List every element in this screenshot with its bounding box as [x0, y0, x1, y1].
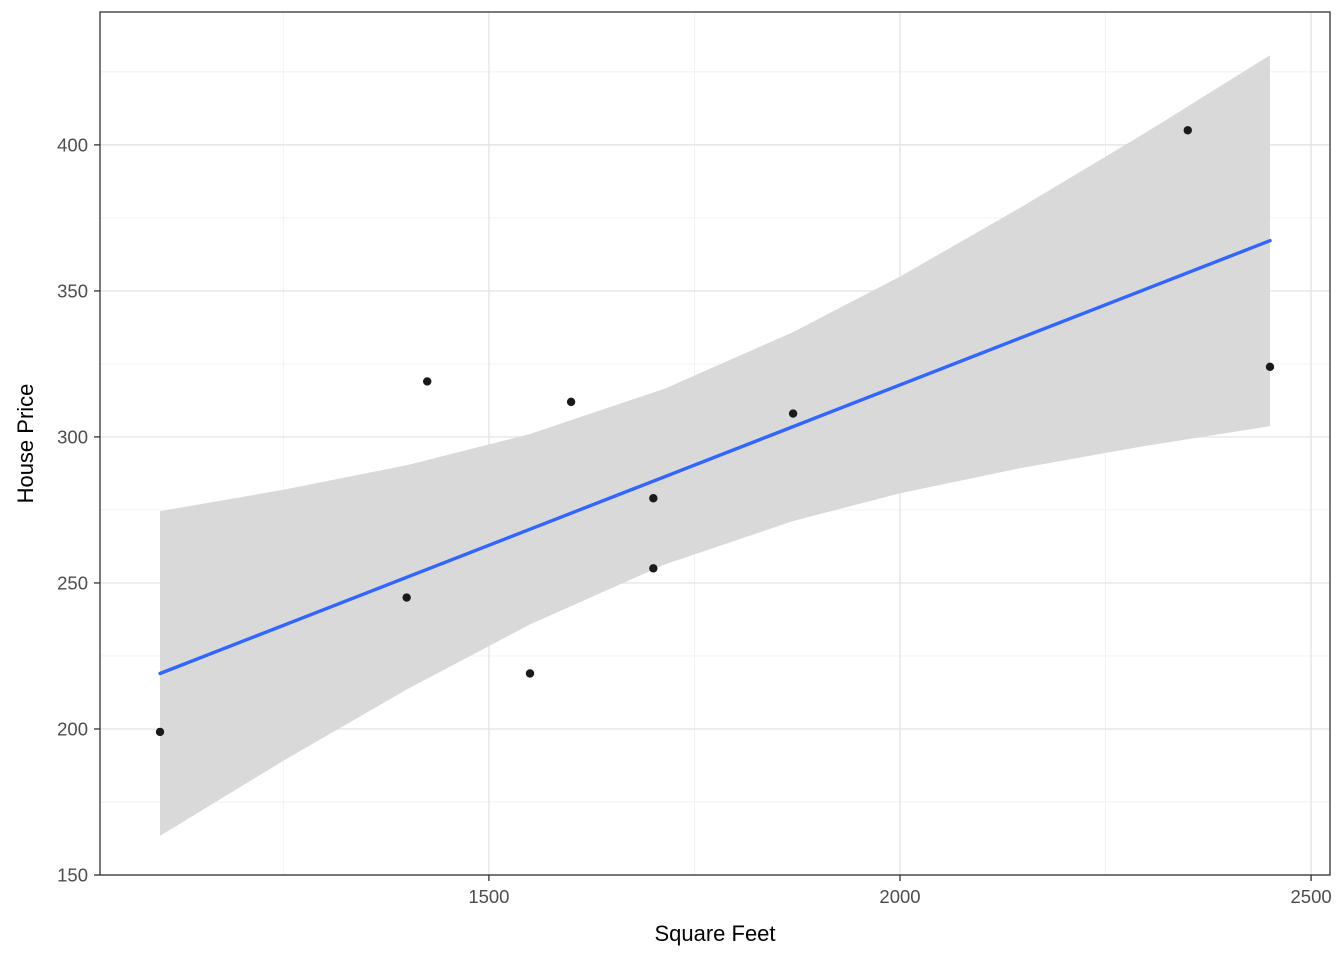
x-tick-label: 2000: [879, 886, 920, 907]
panel-border: [99, 11, 1331, 876]
axes: 1500 2000 2500 150 200 250 300 350 400: [57, 11, 1332, 907]
y-axis-title: House Price: [13, 384, 38, 504]
regression-line: [158, 238, 1272, 676]
data-point: [649, 564, 658, 573]
confidence-band-area: [160, 55, 1270, 836]
data-points: [155, 126, 1275, 737]
confidence-band: [160, 55, 1270, 836]
data-point: [788, 409, 798, 418]
data-point: [423, 377, 432, 386]
data-point: [649, 494, 658, 503]
data-point: [155, 727, 165, 737]
y-tick-label: 200: [57, 718, 88, 739]
y-tick-label: 350: [57, 280, 88, 301]
x-tick-label: 1500: [468, 886, 509, 907]
y-tick-label: 150: [57, 865, 88, 886]
y-tick-label: 300: [57, 426, 88, 447]
regression-line-path: [158, 238, 1272, 676]
y-tick-label: 400: [57, 134, 88, 155]
data-point: [566, 397, 576, 407]
x-axis-title: Square Feet: [654, 921, 775, 946]
x-tick-label: 2500: [1291, 886, 1332, 907]
data-point: [1265, 362, 1275, 372]
data-point: [1183, 126, 1192, 135]
data-point: [402, 593, 411, 602]
y-tick-label: 250: [57, 572, 88, 593]
data-point: [525, 669, 535, 678]
